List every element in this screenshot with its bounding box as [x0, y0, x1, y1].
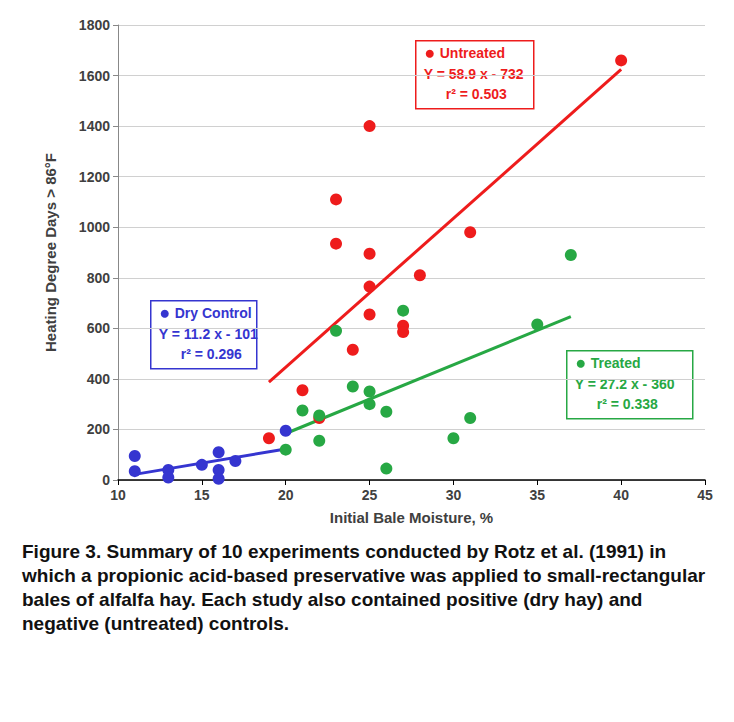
svg-text:Y = 11.2 x - 101: Y = 11.2 x - 101: [158, 325, 258, 342]
svg-text:10: 10: [110, 487, 126, 503]
svg-text:r² = 0.338: r² = 0.338: [597, 396, 658, 412]
svg-text:400: 400: [87, 371, 111, 387]
svg-text:Initial Bale Moisture, %: Initial Bale Moisture, %: [330, 509, 493, 526]
svg-text:200: 200: [87, 421, 111, 437]
svg-text:600: 600: [87, 320, 111, 336]
svg-text:Dry Control: Dry Control: [175, 305, 252, 321]
svg-text:Y = 58.9 x - 732: Y = 58.9 x - 732: [424, 66, 524, 82]
svg-text:40: 40: [613, 487, 629, 503]
svg-text:25: 25: [362, 487, 378, 503]
svg-text:1400: 1400: [79, 118, 110, 134]
svg-text:Heating Degree Days > 86°F: Heating Degree Days > 86°F: [42, 153, 59, 352]
svg-text:r² = 0.296: r² = 0.296: [181, 346, 242, 362]
html-text:Figure 3. Summary of 10 experi: Figure 3. Summary of 10 experiments cond…: [22, 541, 706, 634]
svg-text:r² = 0.503: r² = 0.503: [446, 86, 507, 102]
svg-text:45: 45: [697, 487, 713, 503]
svg-text:1600: 1600: [79, 68, 110, 84]
svg-text:30: 30: [446, 487, 462, 503]
svg-text:20: 20: [278, 487, 294, 503]
svg-text:0: 0: [102, 472, 110, 488]
svg-text:35: 35: [529, 487, 545, 503]
svg-text:1800: 1800: [79, 17, 110, 33]
svg-text:Y = 27.2 x - 360: Y = 27.2 x - 360: [575, 376, 675, 392]
svg-text:1200: 1200: [79, 169, 110, 185]
svg-text:1000: 1000: [79, 219, 110, 235]
svg-text:15: 15: [194, 487, 210, 503]
svg-text:Untreated: Untreated: [440, 45, 505, 61]
svg-text:800: 800: [87, 270, 111, 286]
svg-text:Treated: Treated: [591, 355, 641, 371]
